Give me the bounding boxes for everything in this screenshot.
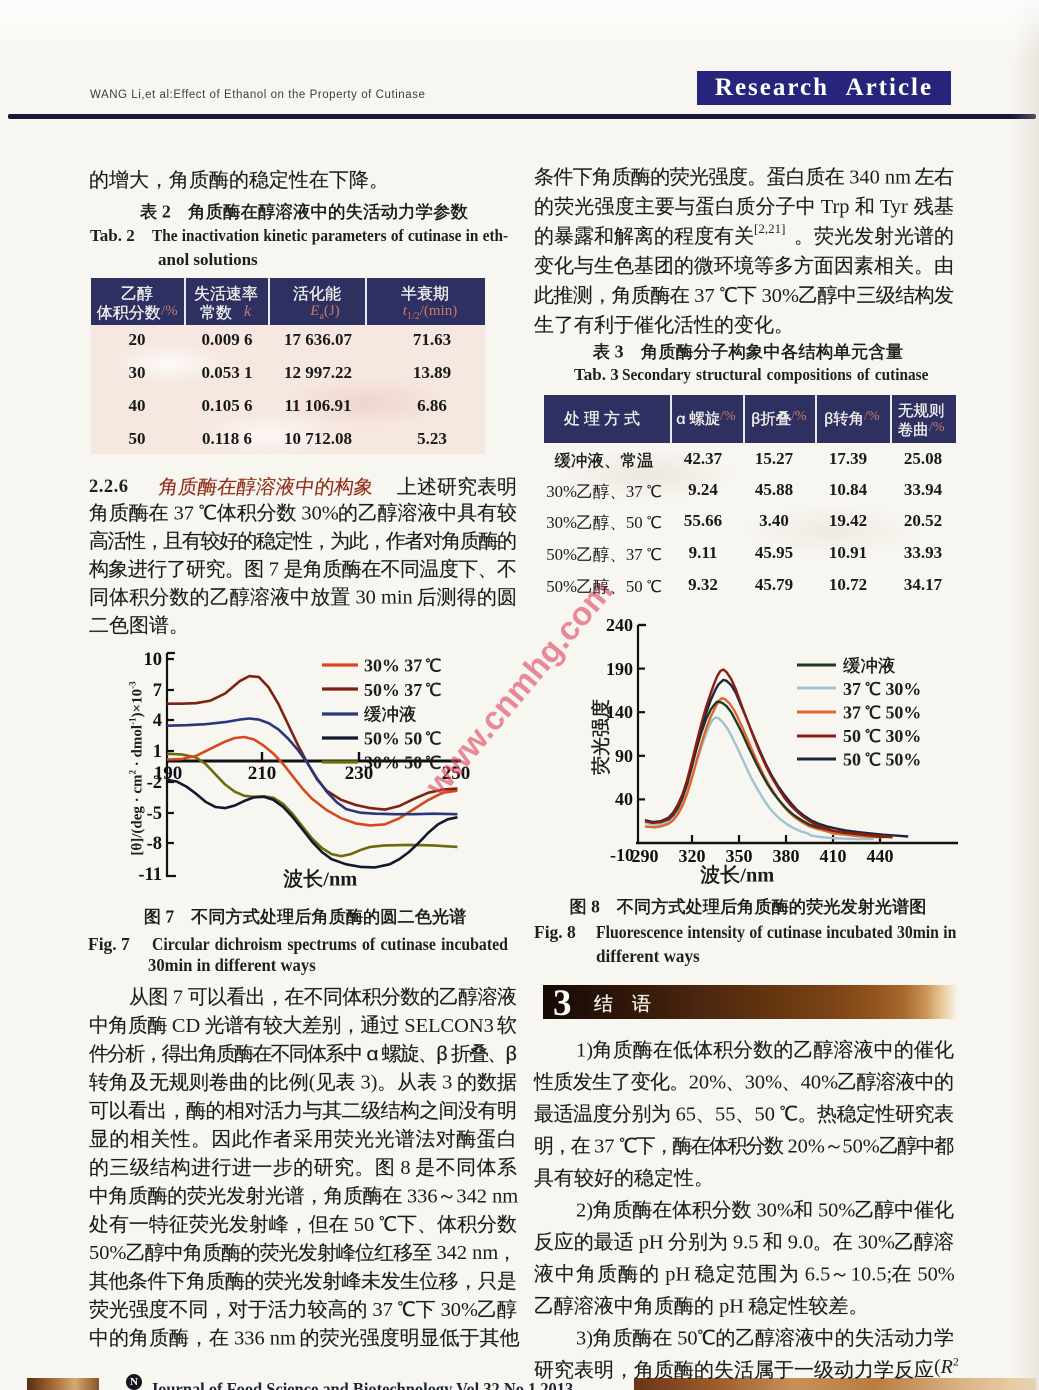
svg-text:30%: 30% [757,285,799,307]
svg-text:240: 240 [606,615,633,635]
svg-text:37: 37 [689,285,720,307]
svg-text:20%: 20% [689,1071,726,1093]
svg-text:-10: -10 [610,845,634,865]
svg-text:10: 10 [144,650,163,670]
svg-text:2): 2) [576,1199,593,1221]
svg-text:342 nm: 342 nm [431,1242,498,1264]
svg-text:30%: 30% [853,1231,895,1253]
svg-text:50: 50 [755,1103,781,1125]
svg-text:37: 37 [843,703,865,723]
svg-text:190: 190 [154,763,183,784]
svg-text:/nm: /nm [739,864,774,886]
svg-text:37: 37 [589,1135,620,1157]
svg-text:30%: 30% [546,513,577,532]
svg-text:50%: 50% [89,1242,126,1264]
svg-text:410: 410 [820,846,847,866]
svg-text:1: 1 [153,742,162,762]
svg-text:50%: 50% [546,577,577,596]
svg-text:37: 37 [626,482,647,501]
svg-text:20%: 20% [782,1135,824,1157]
svg-text:7: 7 [264,559,284,581]
svg-text:3): 3) [576,1327,593,1349]
svg-text:3: 3 [610,342,623,362]
svg-text:SELCON3: SELCON3 [399,1015,499,1037]
svg-text:37: 37 [367,1299,398,1321]
svg-text:50%: 50% [813,1199,855,1221]
svg-text:/nm: /nm [322,868,357,890]
svg-text:6.5: 6.5 [800,1263,831,1285]
svg-text:50% 37: 50% 37 [364,680,427,700]
svg-text:230: 230 [345,763,374,784]
svg-text:50: 50 [626,513,647,532]
svg-text:30% 50: 30% 50 [364,753,427,773]
svg-text:30%: 30% [745,1071,782,1093]
svg-text:210: 210 [248,763,277,784]
svg-text:10.5;: 10.5; [851,1263,892,1285]
svg-text:342 nm: 342 nm [456,1185,518,1207]
svg-text:-11: -11 [138,865,162,885]
svg-text:8: 8 [587,896,600,916]
svg-text:30%: 30% [296,502,338,524]
svg-text:-8: -8 [147,834,162,854]
svg-text:340 nm: 340 nm [844,166,916,188]
svg-text:37: 37 [626,545,647,564]
svg-text:30%: 30% [881,726,921,746]
svg-text:-2: -2 [147,773,162,793]
svg-text:30%: 30% [751,1199,793,1221]
svg-text:50%: 50% [546,545,577,564]
svg-text:50: 50 [843,726,865,746]
svg-text:40%: 40% [801,1071,838,1093]
svg-text:250: 250 [442,763,471,784]
svg-text:4: 4 [153,711,162,731]
svg-text:65: 65 [671,1103,697,1125]
svg-text:50: 50 [349,1214,380,1236]
svg-text:37: 37 [169,502,200,524]
svg-text:pH: pH [714,1295,749,1317]
svg-text:55: 55 [715,1103,735,1125]
svg-text:190: 190 [606,659,633,679]
svg-text:8: 8 [395,1157,415,1179]
svg-text:30 min: 30 min [350,587,417,609]
svg-text:9.0: 9.0 [783,1231,814,1253]
svg-text:50%: 50% [881,703,921,723]
svg-text:140: 140 [606,702,633,722]
svg-text:30%: 30% [546,482,577,501]
svg-text:320: 320 [679,846,706,866]
svg-text:37: 37 [843,679,865,699]
svg-text:336: 336 [402,1185,438,1207]
svg-text:7: 7 [153,681,162,701]
svg-text:Trp: Trp [816,196,855,218]
svg-text:7: 7 [161,906,174,926]
svg-text:290: 290 [632,846,659,866]
svg-text:440: 440 [867,846,894,866]
svg-text:3: 3 [437,1072,457,1094]
svg-text:90: 90 [615,746,633,766]
svg-text:380: 380 [773,846,800,866]
svg-text:2: 2 [157,202,170,222]
svg-text:CD: CD [167,1015,206,1037]
svg-text:pH: pH [660,1263,695,1285]
svg-text:30%: 30% [881,679,921,699]
svg-text:3): 3) [355,1072,377,1094]
svg-text:(: ( [309,1072,316,1094]
svg-text:7: 7 [168,986,188,1008]
svg-text:pH: pH [634,1231,669,1253]
svg-text:30% 37: 30% 37 [364,656,427,676]
svg-text:30%: 30% [436,1299,478,1321]
svg-text:50%: 50% [842,1135,879,1157]
svg-text:9.5: 9.5 [728,1231,764,1253]
svg-text:50% 50: 50% 50 [364,728,427,748]
svg-text:1): 1) [576,1039,593,1061]
svg-text:40: 40 [615,789,633,809]
svg-text:50: 50 [672,1327,698,1349]
svg-text:350: 350 [726,846,753,866]
svg-text:50%: 50% [881,750,921,770]
svg-text:50: 50 [843,750,865,770]
svg-text:Tyr: Tyr [875,196,913,218]
svg-text:50: 50 [626,577,647,596]
svg-text:336 nm: 336 nm [229,1327,301,1349]
svg-text:50%: 50% [912,1263,954,1285]
svg-text:-5: -5 [147,804,162,824]
